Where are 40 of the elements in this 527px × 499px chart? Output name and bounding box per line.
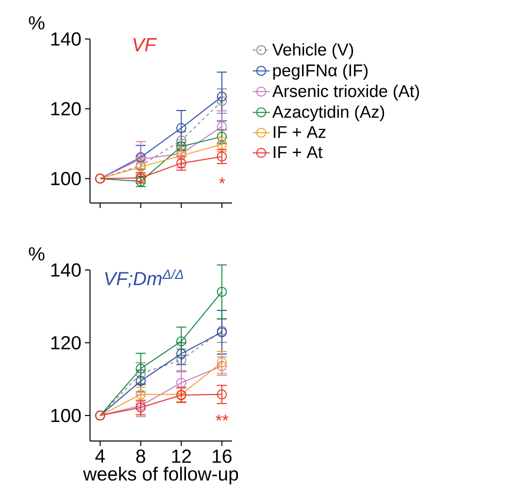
y-tick-label: 120 bbox=[51, 102, 81, 116]
y-tick-label: 120 bbox=[51, 336, 81, 350]
point bbox=[136, 389, 146, 400]
point bbox=[176, 336, 186, 346]
legend-label: IF + Az bbox=[274, 126, 326, 138]
point bbox=[216, 152, 227, 162]
chart-title: VF;Dm$^{Δ/Δ}$ bbox=[105, 269, 183, 288]
x-tick-label: 4 bbox=[95, 450, 105, 463]
point bbox=[216, 122, 227, 132]
point bbox=[216, 361, 227, 372]
point bbox=[216, 389, 227, 400]
y-tick-label: 140 bbox=[51, 32, 81, 46]
legend-label: Vehicle (V) bbox=[272, 43, 354, 59]
legend-label: pegIFNα (IF) bbox=[273, 64, 368, 80]
y-tick-label: 100 bbox=[51, 408, 81, 422]
point bbox=[176, 136, 186, 146]
y-axis-title: % bbox=[28, 16, 44, 30]
point bbox=[216, 286, 227, 297]
legend-label: IF + At bbox=[274, 146, 322, 158]
legend-label: Azacytidin (Az) bbox=[272, 105, 384, 122]
annotation: ** bbox=[216, 414, 228, 421]
y-axis-title: % bbox=[28, 247, 44, 260]
point bbox=[216, 96, 227, 106]
x-tick-label: 16 bbox=[212, 450, 232, 463]
x-axis-title: weeks of follow-up bbox=[83, 466, 238, 484]
y-tick-label: 140 bbox=[51, 263, 81, 277]
annotation: * bbox=[219, 177, 226, 184]
point bbox=[176, 122, 186, 133]
point bbox=[176, 378, 186, 388]
chart-title: VF bbox=[134, 38, 157, 52]
point bbox=[136, 368, 146, 379]
x-tick-label: 8 bbox=[136, 450, 146, 463]
legend-label: Arsenic trioxide (At) bbox=[272, 84, 419, 100]
point bbox=[216, 132, 227, 142]
point bbox=[216, 139, 227, 150]
point bbox=[216, 92, 227, 102]
y-tick-label: 100 bbox=[51, 172, 81, 186]
point bbox=[136, 376, 146, 386]
point bbox=[176, 158, 186, 168]
x-tick-label: 12 bbox=[172, 450, 191, 463]
